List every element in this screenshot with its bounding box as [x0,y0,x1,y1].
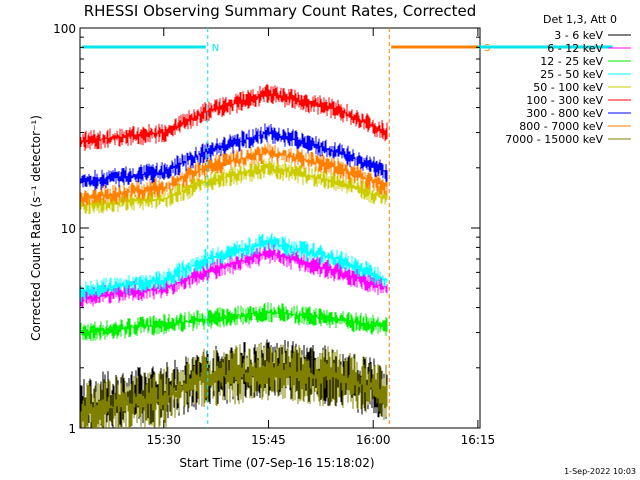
series-800-7000kev [80,141,388,207]
y-tick-label: 100 [53,22,76,36]
series-trace [80,123,388,191]
x-tick-label: 15:30 [146,433,181,447]
legend-label: 25 - 50 keV [540,68,603,81]
y-tick-label: 1 [68,422,76,436]
y-tick-label: 10 [61,222,76,236]
x-axis-label: Start Time (07-Sep-16 15:18:02) [179,456,374,470]
marker-label: N [212,43,219,54]
legend-label: 800 - 7000 keV [519,120,603,133]
legend-label: 3 - 6 keV [554,29,603,42]
series-300-800kev [80,123,388,191]
x-tick-label: 16:15 [461,433,496,447]
legend-label: 300 - 800 keV [526,107,603,120]
series-trace [80,339,388,428]
series-7000-15000kev [80,342,388,428]
legend-label: 7000 - 15000 keV [505,133,603,146]
legend-label: 50 - 100 keV [533,81,603,94]
series-trace [80,83,388,151]
series-3-6kev [80,339,388,428]
marker-layer: NS [82,28,613,428]
series-trace [80,141,388,207]
series-trace [80,342,388,428]
x-tick-label: 16:00 [356,433,391,447]
series-12-25kev [80,302,388,342]
axis-layer: 15:30 15:45 16:00 16:15 1 10 100 [53,22,495,447]
series-layer [80,83,388,428]
y-axis-label: Corrected Count Rate (s⁻¹ detector⁻¹) [29,115,43,341]
series-25-50kev [80,232,388,302]
chart-title: RHESSI Observing Summary Count Rates, Co… [84,2,477,20]
legend-label: 6 - 12 keV [547,42,603,55]
series-trace [80,302,388,342]
series-100-300kev [80,83,388,151]
timestamp: 1-Sep-2022 10:03 [564,467,636,476]
legend-label: 100 - 300 keV [526,94,603,107]
series-trace [80,232,388,302]
x-tick-label: 15:45 [251,433,286,447]
legend-header: Det 1,3, Att 0 [543,13,617,26]
legend-label: 12 - 25 keV [540,55,603,68]
